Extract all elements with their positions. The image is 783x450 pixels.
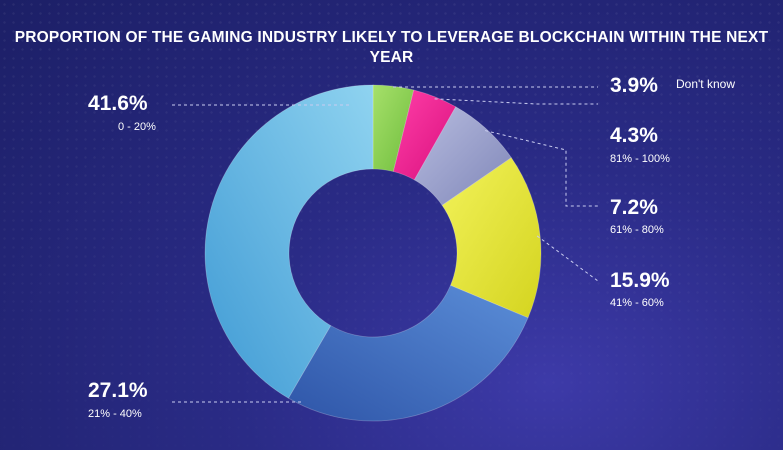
- category-label-41-60: 41% - 60%: [610, 297, 664, 309]
- donut-slice-21-40: [287, 284, 529, 422]
- value-label-81-100: 4.3%: [610, 124, 658, 147]
- value-label-don-t-know: 3.9%: [610, 74, 658, 97]
- value-label-0-20: 41.6%: [88, 92, 148, 115]
- value-label-61-80: 7.2%: [610, 196, 658, 219]
- chart-title: PROPORTION OF THE GAMING INDUSTRY LIKELY…: [14, 29, 769, 66]
- donut-slice-81-100: [392, 89, 457, 181]
- category-label-81-100: 81% - 100%: [610, 153, 670, 165]
- category-label-don-t-know: Don't know: [676, 77, 735, 91]
- leader-line-81-100: [434, 98, 598, 105]
- category-label-21-40: 21% - 40%: [88, 408, 142, 420]
- leader-line-41-60: [536, 235, 599, 282]
- category-label-61-80: 61% - 80%: [610, 224, 664, 236]
- donut-slice-0-20: [204, 84, 374, 399]
- value-label-41-60: 15.9%: [610, 269, 670, 292]
- donut-slice-don-t-know: [372, 84, 415, 172]
- value-label-21-40: 27.1%: [88, 379, 148, 402]
- donut-slice-41-60: [441, 157, 542, 319]
- category-label-0-20: 0 - 20%: [118, 121, 156, 133]
